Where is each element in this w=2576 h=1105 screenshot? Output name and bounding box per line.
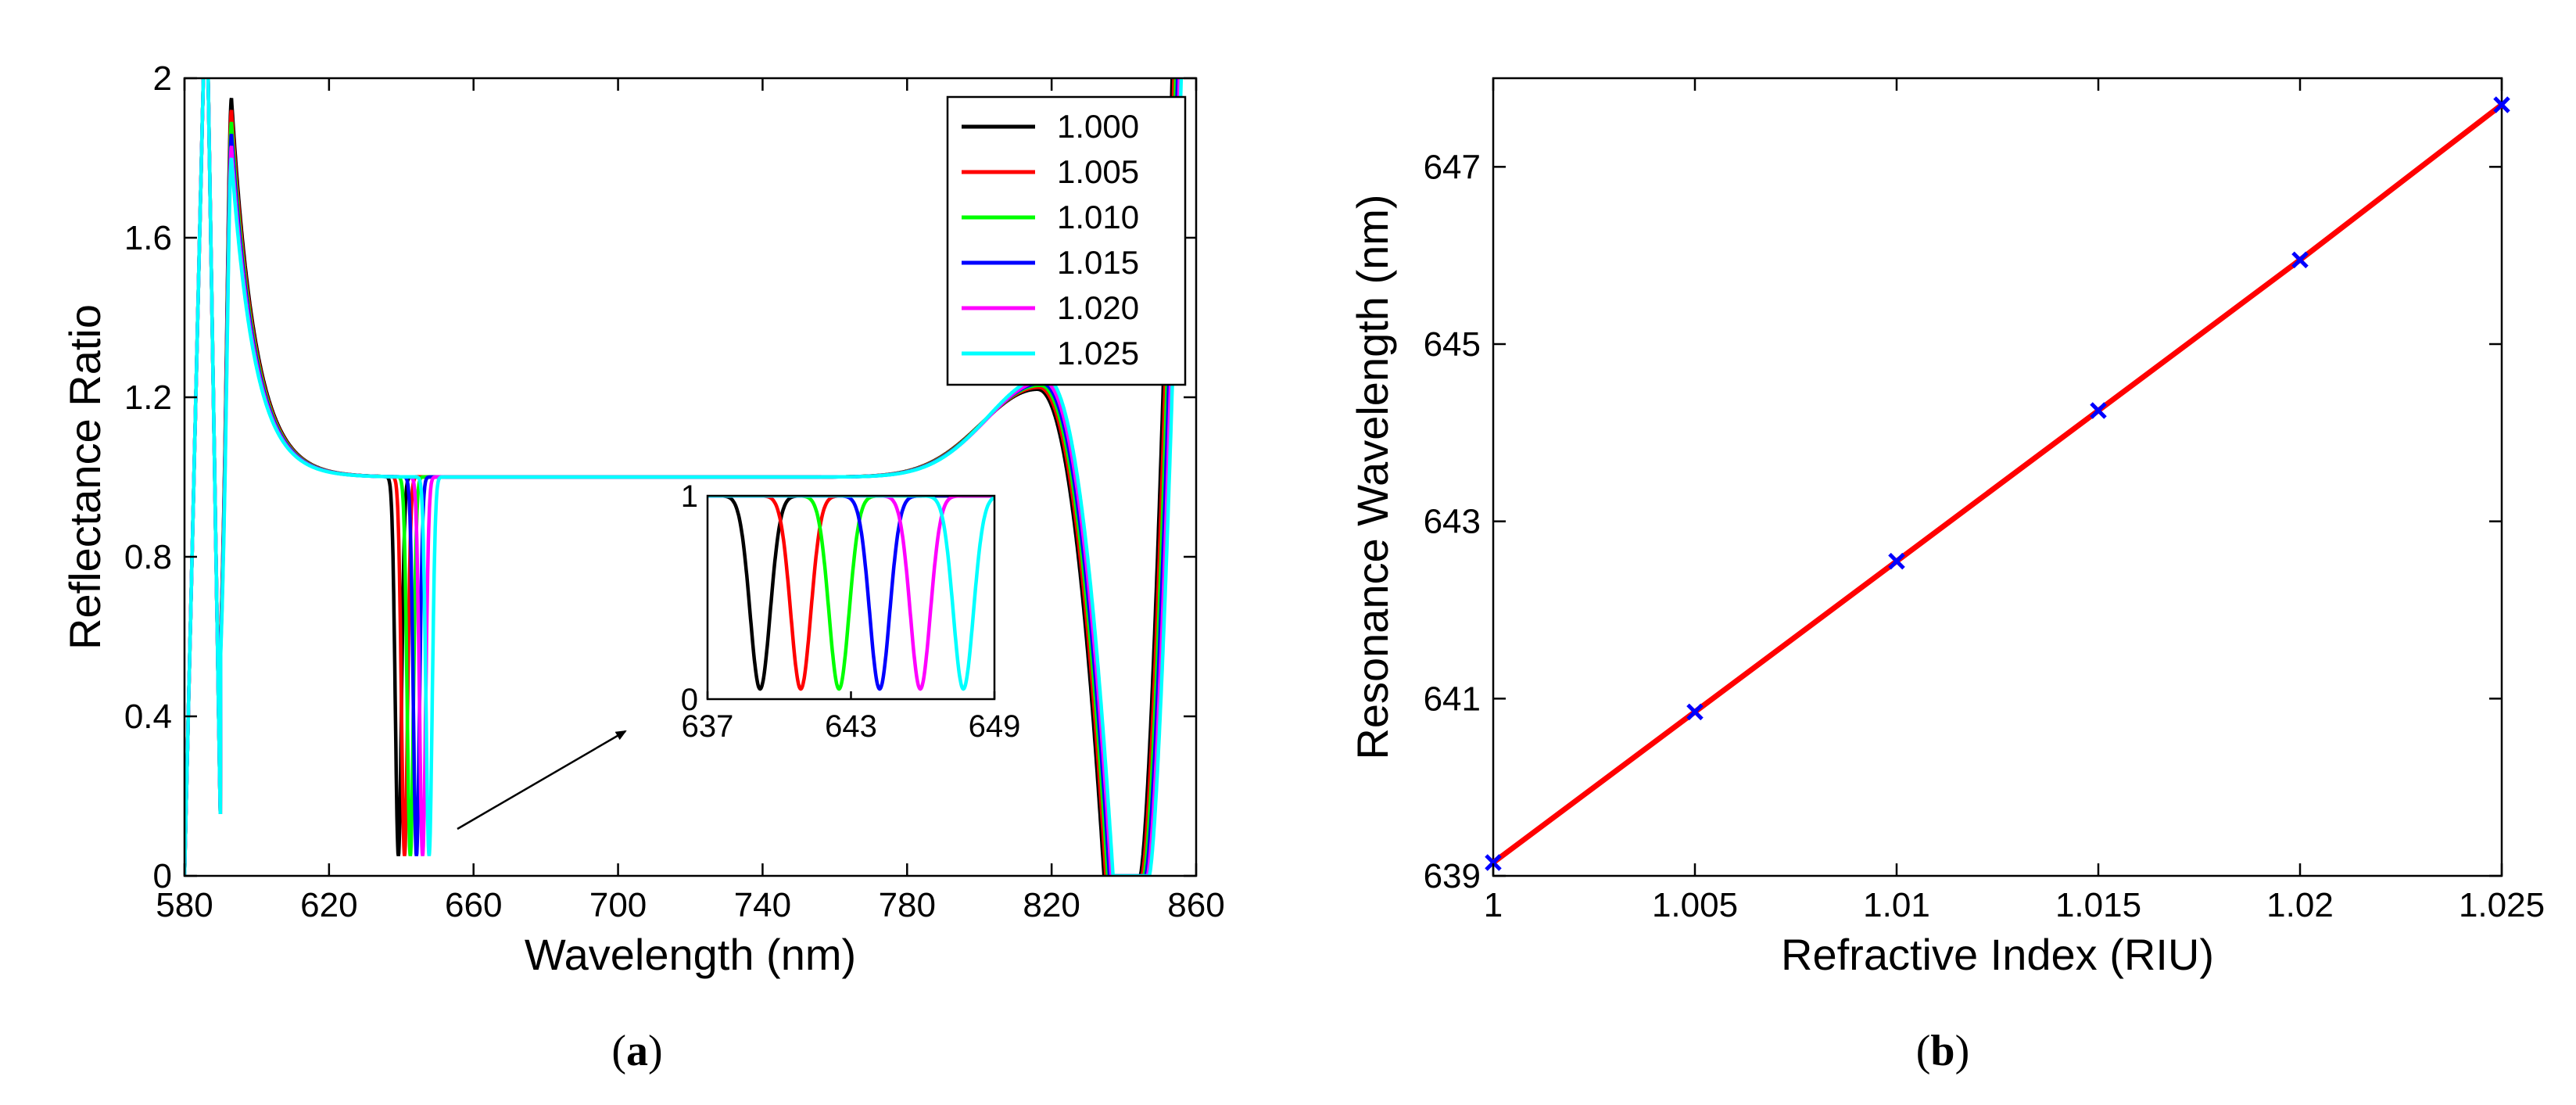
y-tick-label: 0.8 <box>124 538 172 576</box>
x-tick-label: 1.005 <box>1652 886 1738 924</box>
data-point-marker <box>2291 251 2309 269</box>
legend-box <box>946 95 1187 386</box>
legend-label-1.000: 1.000 <box>1057 108 1139 145</box>
y-tick-label: 639 <box>1424 857 1481 895</box>
caption-b: (b) <box>1916 1027 1969 1075</box>
x-tick-label: 620 <box>300 886 357 924</box>
inset-y-tick-label: 0 <box>681 683 698 717</box>
y-tick-label: 2 <box>153 59 172 98</box>
x-tick-label: 1.01 <box>1863 886 1930 924</box>
x-tick-label: 1.015 <box>2055 886 2141 924</box>
x-tick-label: 1 <box>1484 886 1503 924</box>
y-tick-label: 641 <box>1424 680 1481 718</box>
x-tick-label: 740 <box>734 886 791 924</box>
legend-label-1.015: 1.015 <box>1057 244 1139 281</box>
marker-stroke-2 <box>1485 854 1502 871</box>
x-tick-label: 820 <box>1023 886 1080 924</box>
x-tick-label: 1.025 <box>2459 886 2545 924</box>
data-point-marker <box>1686 703 1704 721</box>
y-tick-label: 0 <box>153 857 172 895</box>
y-tick-label: 1.6 <box>124 219 172 257</box>
inset-x-tick-label: 637 <box>682 709 734 744</box>
inset-series-1.020-line <box>708 496 994 691</box>
caption-a-letter: a <box>626 1027 648 1075</box>
inset-series-1.025-line <box>708 496 994 691</box>
legend-label-1.025: 1.025 <box>1057 335 1139 371</box>
inset-x-tick-label: 649 <box>969 709 1021 744</box>
inset-arrow <box>457 730 627 831</box>
y-tick-label: 647 <box>1424 148 1481 186</box>
data-point-marker <box>2090 402 2107 419</box>
panel-a-chart: 580 620 660 700 740 780 820 860 0 0.4 0.8 1.2 1.6 2 Wa… <box>60 59 1225 979</box>
x-axis-title: Refractive Index (RIU) <box>1781 930 2214 979</box>
x-tick-label: 780 <box>879 886 936 924</box>
legend-label-1.020: 1.020 <box>1057 289 1139 326</box>
panel-b-chart: 1 1.005 1.01 1.015 1.02 1.025 639 641 643 645 647 R… <box>1348 77 2545 979</box>
marker-stroke-2 <box>2291 251 2309 269</box>
y-tick-label: 0.4 <box>124 698 172 736</box>
legend-label-1.010: 1.010 <box>1057 199 1139 235</box>
inset-series-1.010-line <box>708 496 994 691</box>
inset-x-tick-label: 643 <box>825 709 877 744</box>
y-tick-label: 1.2 <box>124 378 172 417</box>
panel-a-axes-frame <box>183 77 1198 877</box>
legend: 1.000 1.005 1.010 1.015 1.020 1.025 <box>946 95 1187 386</box>
marker-stroke-2 <box>2090 402 2107 419</box>
legend-label-1.005: 1.005 <box>1057 153 1139 190</box>
x-axis-title: Wavelength (nm) <box>525 930 856 979</box>
x-tick-label: 860 <box>1167 886 1224 924</box>
x-tick-label: 700 <box>589 886 647 924</box>
y-tick-label: 643 <box>1424 503 1481 541</box>
x-tick-label: 580 <box>156 886 213 924</box>
inset-series-1.015-line <box>708 496 994 691</box>
y-axis-title: Reflectance Ratio <box>60 304 109 650</box>
x-tick-label: 660 <box>445 886 502 924</box>
panel-b-axes-frame <box>1492 77 2503 877</box>
inset: 637 643 649 0 1 <box>681 479 1021 744</box>
caption-a: (a) <box>611 1027 662 1075</box>
fit-line <box>1491 102 2504 865</box>
y-tick-label: 645 <box>1424 325 1481 364</box>
inset-y-tick-label: 1 <box>681 479 698 514</box>
marker-stroke-2 <box>1686 703 1704 721</box>
inset-series-1.000-line <box>708 496 994 691</box>
data-point-marker <box>1485 854 1502 871</box>
data-point-marker <box>2493 96 2510 113</box>
marker-stroke-2 <box>1888 552 1905 570</box>
caption-b-letter: b <box>1930 1027 1954 1075</box>
data-point-marker <box>1888 552 1905 570</box>
y-axis-title: Resonance Wavelength (nm) <box>1348 194 1397 759</box>
marker-stroke-2 <box>2493 96 2510 113</box>
x-tick-label: 1.02 <box>2266 886 2334 924</box>
